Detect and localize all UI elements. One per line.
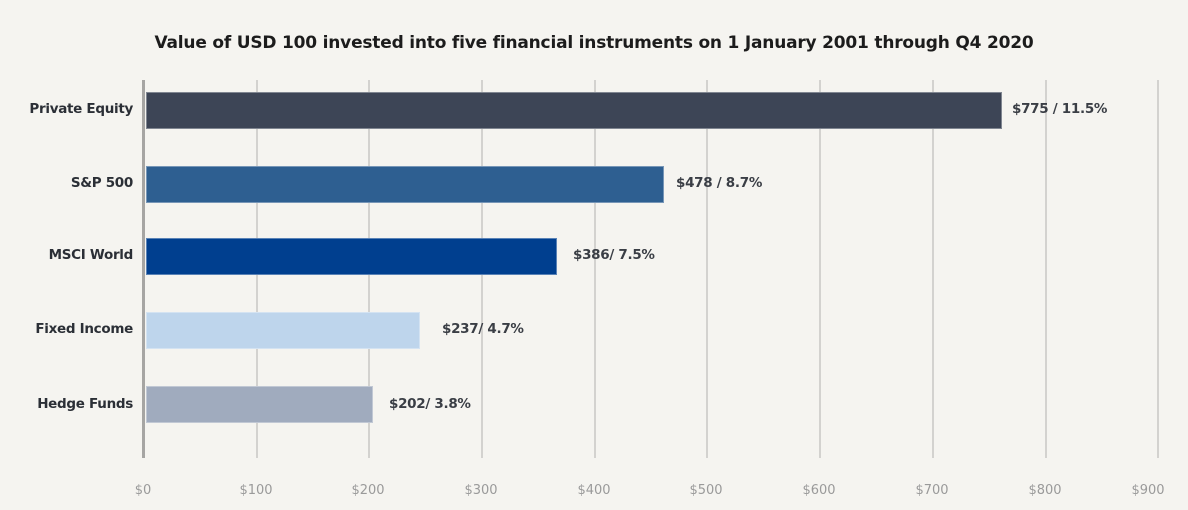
x-tick-label: $900 bbox=[1131, 483, 1165, 498]
gridline bbox=[932, 80, 934, 458]
bar-hedge-funds bbox=[146, 386, 373, 423]
x-tick-label: $400 bbox=[577, 483, 611, 498]
category-label: Fixed Income bbox=[35, 321, 133, 337]
gridline bbox=[706, 80, 708, 458]
value-label: $202/ 3.8% bbox=[389, 396, 471, 412]
x-tick-label: $700 bbox=[915, 483, 949, 498]
bar-msci-world bbox=[146, 238, 557, 275]
gridline bbox=[594, 80, 596, 458]
x-tick-label: $100 bbox=[239, 483, 273, 498]
chart-title: Value of USD 100 invested into five fina… bbox=[154, 33, 1034, 53]
bar-private-equity bbox=[146, 92, 1002, 129]
value-label: $775 / 11.5% bbox=[1012, 101, 1108, 117]
category-label: S&P 500 bbox=[70, 175, 133, 191]
category-label: Private Equity bbox=[29, 101, 133, 117]
x-tick-label: $200 bbox=[351, 483, 385, 498]
category-label: MSCI World bbox=[48, 247, 134, 263]
x-tick-label: $0 bbox=[134, 483, 152, 498]
y-axis-line bbox=[142, 80, 145, 458]
value-label: $478 / 8.7% bbox=[676, 175, 763, 191]
x-tick-label: $500 bbox=[689, 483, 723, 498]
x-tick-label: $300 bbox=[464, 483, 498, 498]
x-tick-label: $800 bbox=[1028, 483, 1062, 498]
gridline bbox=[1045, 80, 1047, 458]
gridline bbox=[819, 80, 821, 458]
value-label: $386/ 7.5% bbox=[573, 247, 655, 263]
category-label: Hedge Funds bbox=[37, 396, 133, 412]
bar-sp500 bbox=[146, 166, 664, 203]
gridline bbox=[1157, 80, 1159, 458]
value-label: $237/ 4.7% bbox=[442, 321, 524, 337]
x-tick-label: $600 bbox=[802, 483, 836, 498]
bar-fixed-income bbox=[146, 312, 420, 349]
